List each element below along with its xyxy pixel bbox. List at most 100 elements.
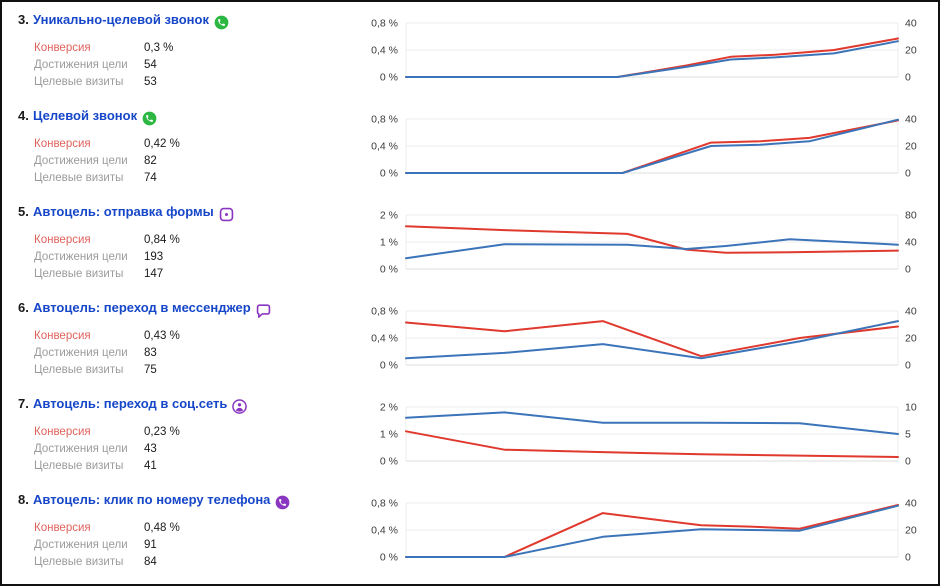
goal-trend-chart: 0,8 % 40 0,4 % 20 0 % 0 xyxy=(360,486,935,582)
stat-goal-reaches: Достижения цели 83 xyxy=(34,346,360,360)
whatsapp-icon xyxy=(214,15,229,30)
stat-conversion: Конверсия 0,42 % xyxy=(34,137,360,151)
stat-goal-reaches: Достижения цели 82 xyxy=(34,154,360,168)
goal-reaches-label: Достижения цели xyxy=(34,347,128,359)
messenger-icon xyxy=(256,303,271,318)
goal-number: 5. xyxy=(18,204,29,219)
target-visits-label: Целевые визиты xyxy=(34,460,124,472)
goal-list: 3. Уникально-целевой звонок Конверсия 0,3… xyxy=(18,6,938,582)
conversion-label: Конверсия xyxy=(34,330,91,342)
stat-goal-reaches: Достижения цели 91 xyxy=(34,538,360,552)
stat-goal-reaches: Достижения цели 43 xyxy=(34,442,360,456)
goal-title-link[interactable]: Целевой звонок xyxy=(33,108,138,123)
right-axis-tick: 0 xyxy=(905,72,911,84)
line-chart-canvas: 0,8 % 40 0,4 % 20 0 % 0 xyxy=(371,498,917,564)
left-axis-tick: 0,4 % xyxy=(371,525,398,537)
goal-reaches-line xyxy=(405,118,899,174)
target-visits-label: Целевые визиты xyxy=(34,556,124,568)
goal-row: 7. Автоцель: переход в соц.сеть Конверсия… xyxy=(18,390,938,486)
goal-title-link[interactable]: Автоцель: отправка формы xyxy=(33,204,214,219)
left-axis-tick: 0 % xyxy=(380,360,398,372)
goal-title-link[interactable]: Уникально-целевой звонок xyxy=(33,12,209,27)
goal-info: 3. Уникально-целевой звонок Конверсия 0,3… xyxy=(18,6,360,102)
right-axis-tick: 0 xyxy=(905,552,911,564)
right-axis-tick: 40 xyxy=(905,306,917,318)
line-chart-canvas: 2 % 10 1 % 5 0 % 0 xyxy=(380,402,917,468)
goal-title-link[interactable]: Автоцель: переход в соц.сеть xyxy=(33,396,228,411)
goal-title-line: 7. Автоцель: переход в соц.сеть xyxy=(18,396,360,414)
goal-reaches-value: 83 xyxy=(144,347,157,359)
line-chart-canvas: 0,8 % 40 0,4 % 20 0 % 0 xyxy=(371,114,917,180)
goal-reaches-value: 54 xyxy=(144,59,157,71)
goal-number: 4. xyxy=(18,108,29,123)
left-axis-tick: 0,8 % xyxy=(371,306,398,318)
conversion-rate-line xyxy=(405,430,899,458)
stat-conversion: Конверсия 0,84 % xyxy=(34,233,360,247)
goal-title-link[interactable]: Автоцель: переход в мессенджер xyxy=(33,300,251,315)
right-axis-tick: 10 xyxy=(905,402,917,414)
goal-row: 5. Автоцель: отправка формы Конверсия 0,8… xyxy=(18,198,938,294)
conversion-rate-line xyxy=(405,225,899,254)
conversion-rate-line xyxy=(405,320,899,358)
goal-number: 8. xyxy=(18,492,29,507)
target-visits-value: 84 xyxy=(144,556,157,568)
left-axis-tick: 1 % xyxy=(380,237,398,249)
conversion-value: 0,42 % xyxy=(144,138,180,150)
right-axis-tick: 20 xyxy=(905,525,917,537)
left-axis-tick: 0,8 % xyxy=(371,498,398,510)
left-axis-tick: 0,8 % xyxy=(371,114,398,126)
goal-title-line: 5. Автоцель: отправка формы xyxy=(18,204,360,222)
line-chart-canvas: 2 % 80 1 % 40 0 % 0 xyxy=(380,210,917,276)
goal-info: 7. Автоцель: переход в соц.сеть Конверсия… xyxy=(18,390,360,486)
goal-reaches-line xyxy=(405,320,899,360)
goal-reaches-value: 43 xyxy=(144,443,157,455)
goal-title-line: 3. Уникально-целевой звонок xyxy=(18,12,360,30)
goal-info: 4. Целевой звонок Конверсия 0,42 % Достиж… xyxy=(18,102,360,198)
goal-row: 8. Автоцель: клик по номеру телефона Конв… xyxy=(18,486,938,582)
goal-trend-chart: 0,8 % 40 0,4 % 20 0 % 0 xyxy=(360,294,935,390)
conversion-label: Конверсия xyxy=(34,522,91,534)
goal-trend-chart: 2 % 10 1 % 5 0 % 0 xyxy=(360,390,935,486)
goal-reaches-label: Достижения цели xyxy=(34,443,128,455)
left-axis-tick: 0 % xyxy=(380,552,398,564)
left-axis-tick: 0,4 % xyxy=(371,45,398,57)
stat-target-visits: Целевые визиты 41 xyxy=(34,459,360,473)
right-axis-tick: 40 xyxy=(905,114,917,126)
goal-reaches-label: Достижения цели xyxy=(34,59,128,71)
right-axis-tick: 0 xyxy=(905,360,911,372)
left-axis-tick: 0,4 % xyxy=(371,333,398,345)
conversion-label: Конверсия xyxy=(34,234,91,246)
goal-stats: Конверсия 0,84 % Достижения цели 193 Цел… xyxy=(34,233,360,281)
whatsapp-icon xyxy=(142,111,157,126)
left-axis-tick: 0,4 % xyxy=(371,141,398,153)
left-axis-tick: 0,8 % xyxy=(371,18,398,30)
goal-row: 6. Автоцель: переход в мессенджер Конверс… xyxy=(18,294,938,390)
left-axis-tick: 0 % xyxy=(380,168,398,180)
goal-number: 7. xyxy=(18,396,29,411)
target-visits-value: 74 xyxy=(144,172,157,184)
stat-goal-reaches: Достижения цели 54 xyxy=(34,58,360,72)
left-axis-tick: 0 % xyxy=(380,72,398,84)
goal-trend-chart: 2 % 80 1 % 40 0 % 0 xyxy=(360,198,935,294)
goal-trend-chart: 0,8 % 40 0,4 % 20 0 % 0 xyxy=(360,102,935,198)
right-axis-tick: 20 xyxy=(905,45,917,57)
goal-reaches-line xyxy=(405,504,899,558)
right-axis-tick: 0 xyxy=(905,456,911,468)
goal-stats: Конверсия 0,42 % Достижения цели 82 Целе… xyxy=(34,137,360,185)
goal-number: 6. xyxy=(18,300,29,315)
form-icon xyxy=(219,207,234,222)
line-chart-canvas: 0,8 % 40 0,4 % 20 0 % 0 xyxy=(371,18,917,84)
right-axis-tick: 20 xyxy=(905,141,917,153)
goal-title-link[interactable]: Автоцель: клик по номеру телефона xyxy=(33,492,271,507)
target-visits-value: 41 xyxy=(144,460,157,472)
goal-row: 3. Уникально-целевой звонок Конверсия 0,3… xyxy=(18,6,938,102)
goal-stats: Конверсия 0,43 % Достижения цели 83 Целе… xyxy=(34,329,360,377)
right-axis-tick: 0 xyxy=(905,168,911,180)
phone-call-icon xyxy=(275,495,290,510)
stat-target-visits: Целевые визиты 75 xyxy=(34,363,360,377)
right-axis-tick: 0 xyxy=(905,264,911,276)
stat-conversion: Конверсия 0,3 % xyxy=(34,41,360,55)
right-axis-tick: 40 xyxy=(905,18,917,30)
goal-reaches-line xyxy=(405,40,899,78)
goal-info: 6. Автоцель: переход в мессенджер Конверс… xyxy=(18,294,360,390)
